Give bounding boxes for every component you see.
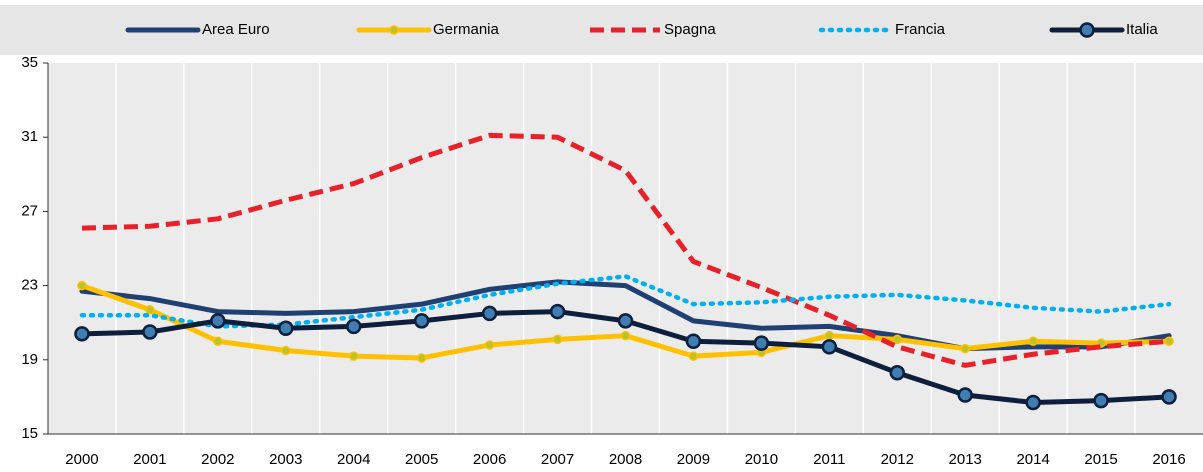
point [348, 351, 359, 361]
y-tick-label: 19 [21, 351, 38, 368]
point [1161, 389, 1177, 405]
point [142, 324, 158, 340]
x-tick-label: 2010 [745, 451, 778, 468]
x-tick-label: 2003 [269, 451, 302, 468]
point [824, 330, 835, 341]
point [413, 313, 430, 329]
series-line [81, 132, 1170, 368]
x-tick-label: 2009 [677, 451, 710, 468]
legend-label: Francia [895, 21, 946, 38]
x-tick-label: 2013 [949, 451, 982, 468]
point [821, 339, 838, 355]
y-tick-label: 35 [21, 54, 38, 71]
legend-marker [1079, 22, 1095, 38]
point [889, 365, 906, 381]
y-tick-label: 23 [21, 277, 38, 294]
point [753, 335, 770, 351]
point [892, 334, 903, 345]
legend-label: Italia [1126, 21, 1158, 38]
point [1025, 394, 1041, 411]
point [552, 334, 563, 345]
x-tick-label: 2015 [1084, 451, 1117, 468]
x-tick-label: 2000 [65, 451, 98, 468]
y-tick-label: 27 [21, 202, 38, 219]
point [960, 343, 970, 354]
x-tick-label: 2011 [813, 451, 845, 468]
point [213, 336, 223, 346]
y-tick-label: 31 [21, 128, 38, 145]
legend-marker [389, 25, 399, 35]
x-tick-label: 2006 [473, 451, 506, 468]
x-tick-label: 2005 [405, 451, 438, 468]
x-tick-label: 2007 [541, 451, 574, 468]
point [74, 326, 90, 342]
point [1093, 392, 1109, 409]
x-tick-label: 2014 [1016, 451, 1049, 468]
point [1164, 336, 1174, 346]
point [145, 304, 155, 315]
x-tick-label: 2008 [609, 451, 642, 468]
point [281, 345, 291, 356]
point [210, 313, 226, 329]
y-tick-label: 15 [21, 425, 38, 442]
point [620, 330, 631, 341]
point [685, 333, 702, 349]
point [957, 387, 973, 403]
legend-label: Area Euro [202, 21, 270, 38]
point [278, 320, 294, 337]
point [1028, 336, 1038, 346]
point [484, 340, 495, 350]
x-tick-label: 2016 [1152, 451, 1185, 468]
x-tick-label: 2004 [337, 451, 370, 468]
point [77, 280, 87, 291]
point [549, 303, 566, 320]
point [481, 305, 498, 322]
point [345, 318, 362, 335]
x-tick-label: 2012 [881, 451, 914, 468]
point [617, 313, 634, 329]
x-tick-label: 2002 [201, 451, 234, 468]
plot-background [48, 63, 1203, 434]
legend-label: Germania [433, 21, 500, 38]
point [416, 353, 427, 363]
point [688, 351, 699, 361]
legend-label: Spagna [664, 21, 716, 38]
x-tick-label: 2001 [133, 451, 166, 468]
